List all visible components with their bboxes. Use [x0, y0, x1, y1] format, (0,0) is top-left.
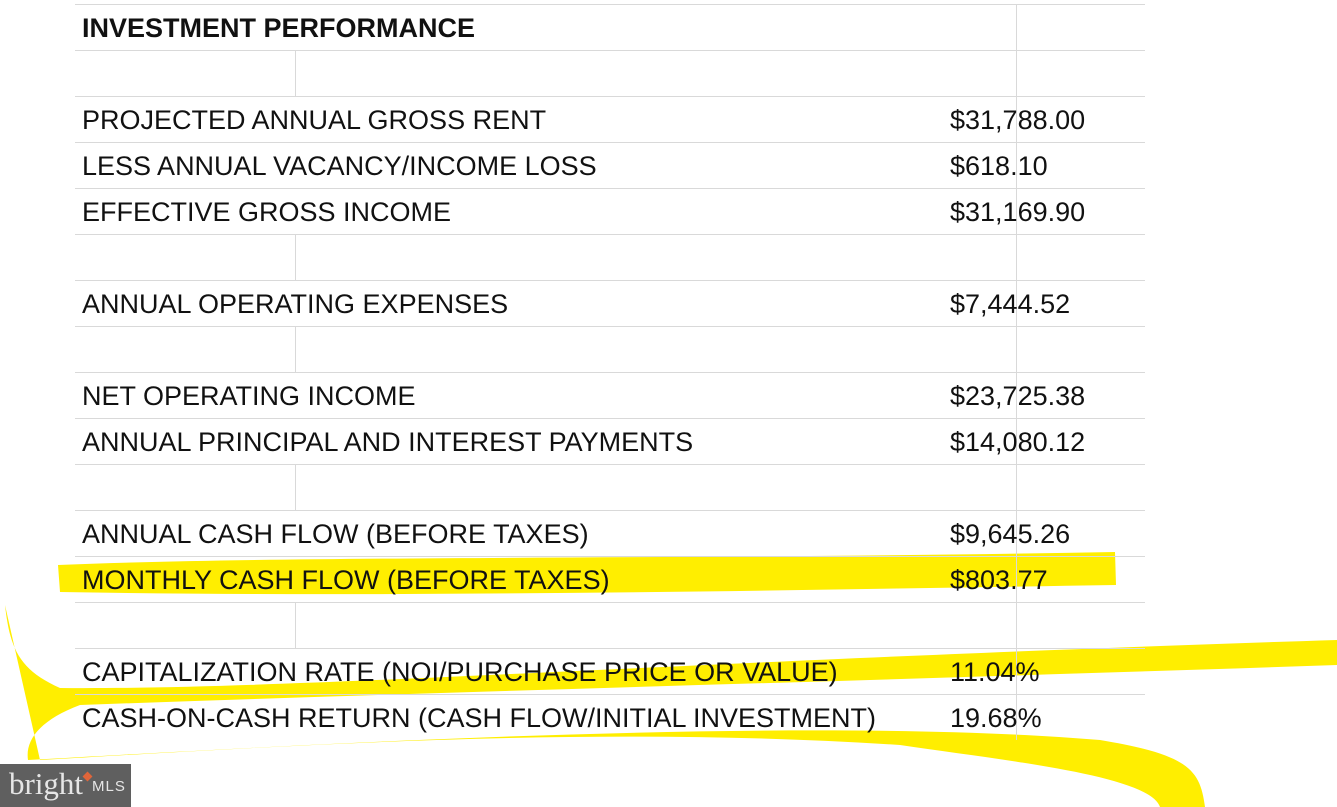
row-label: CASH-ON-CASH RETURN (CASH FLOW/INITIAL I… — [82, 703, 877, 733]
logo-brand: bright — [9, 766, 84, 801]
row-value: 11.04% — [950, 657, 1040, 687]
table-row-blank — [75, 326, 1145, 372]
investment-performance-table: INVESTMENT PERFORMANCE PROJECTED ANNUAL … — [75, 4, 1145, 740]
table-row-blank — [75, 234, 1145, 280]
row-value: 19.68% — [950, 703, 1042, 733]
row-value: $803.77 — [950, 565, 1048, 595]
table-row: PROJECTED ANNUAL GROSS RENT $31,788.00 — [75, 96, 1145, 142]
logo-star-icon — [82, 771, 93, 782]
row-label: PROJECTED ANNUAL GROSS RENT — [82, 105, 547, 135]
table-row: ANNUAL CASH FLOW (BEFORE TAXES) $9,645.26 — [75, 510, 1145, 556]
row-label: CAPITALIZATION RATE (NOI/PURCHASE PRICE … — [82, 657, 838, 687]
row-label: MONTHLY CASH FLOW (BEFORE TAXES) — [82, 565, 610, 595]
table-row: CAPITALIZATION RATE (NOI/PURCHASE PRICE … — [75, 648, 1145, 694]
row-label: EFFECTIVE GROSS INCOME — [82, 197, 452, 227]
row-label: ANNUAL CASH FLOW (BEFORE TAXES) — [82, 519, 589, 549]
table-row: NET OPERATING INCOME $23,725.38 — [75, 372, 1145, 418]
row-value: $31,788.00 — [950, 105, 1086, 135]
table-row-blank — [75, 464, 1145, 510]
table-row: ANNUAL OPERATING EXPENSES $7,444.52 — [75, 280, 1145, 326]
table-row-blank — [75, 602, 1145, 648]
table-row: ANNUAL PRINCIPAL AND INTEREST PAYMENTS $1… — [75, 418, 1145, 464]
table-row-blank — [75, 50, 1145, 96]
row-label: LESS ANNUAL VACANCY/INCOME LOSS — [82, 151, 597, 181]
row-label: NET OPERATING INCOME — [82, 381, 416, 411]
table-row: LESS ANNUAL VACANCY/INCOME LOSS $618.10 — [75, 142, 1145, 188]
row-value: $618.10 — [950, 151, 1048, 181]
highlight-monthly-cash-flow — [58, 552, 1116, 595]
row-value: $14,080.12 — [950, 427, 1086, 457]
table-row: CASH-ON-CASH RETURN (CASH FLOW/INITIAL I… — [75, 694, 1145, 740]
row-value: $23,725.38 — [950, 381, 1086, 411]
row-value: $7,444.52 — [950, 289, 1071, 319]
row-label: ANNUAL OPERATING EXPENSES — [82, 289, 509, 319]
table-title: INVESTMENT PERFORMANCE — [82, 13, 476, 43]
table-row: EFFECTIVE GROSS INCOME $31,169.90 — [75, 188, 1145, 234]
highlight-cap-rate-coc — [5, 605, 1337, 807]
row-value: $31,169.90 — [950, 197, 1086, 227]
table-row: MONTHLY CASH FLOW (BEFORE TAXES) $803.77 — [75, 556, 1145, 602]
row-value: $9,645.26 — [950, 519, 1071, 549]
table-title-row: INVESTMENT PERFORMANCE — [75, 4, 1145, 50]
bright-mls-logo: bright MLS — [0, 764, 131, 807]
logo-suffix: MLS — [92, 778, 126, 795]
row-label: ANNUAL PRINCIPAL AND INTEREST PAYMENTS — [82, 427, 694, 457]
